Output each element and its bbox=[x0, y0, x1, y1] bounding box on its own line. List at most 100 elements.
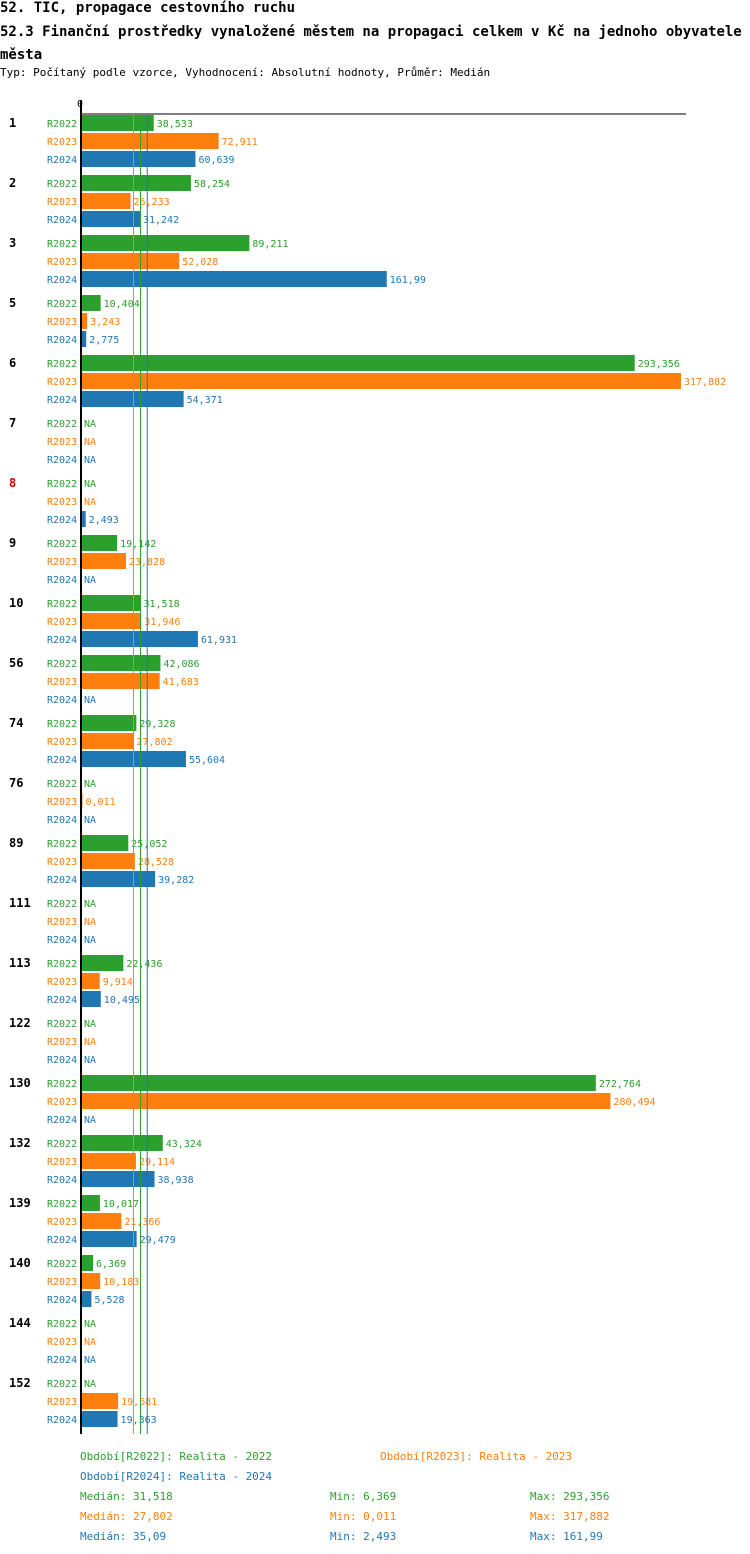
series-label: R2024 bbox=[47, 455, 77, 466]
series-label: R2024 bbox=[47, 875, 77, 886]
value-label: 21,366 bbox=[124, 1217, 160, 1228]
value-label: 89,211 bbox=[252, 239, 288, 250]
stat-r2024-max: Max: 161,99 bbox=[530, 1530, 603, 1543]
value-label: 293,356 bbox=[638, 359, 680, 370]
group-label: 113 bbox=[9, 956, 31, 970]
stat-r2023-median: Medián: 27,802 bbox=[80, 1510, 173, 1523]
bar bbox=[81, 715, 137, 731]
series-label: R2024 bbox=[47, 1235, 77, 1246]
group-label: 111 bbox=[9, 896, 31, 910]
series-label: R2023 bbox=[47, 437, 77, 448]
value-label: 54,371 bbox=[187, 395, 223, 406]
value-label: 31,946 bbox=[144, 617, 180, 628]
bar bbox=[81, 1213, 122, 1229]
series-label: R2022 bbox=[47, 1199, 77, 1210]
series-label: R2024 bbox=[47, 1115, 77, 1126]
chart-subtitle: 52.3 Finanční prostředky vynaložené měst… bbox=[0, 24, 742, 63]
value-label: NA bbox=[84, 779, 96, 790]
value-label: 28,528 bbox=[138, 857, 174, 868]
stat-r2022-median: Medián: 31,518 bbox=[80, 1490, 173, 1503]
bar bbox=[81, 535, 118, 551]
series-label: R2022 bbox=[47, 479, 77, 490]
series-label: R2023 bbox=[47, 557, 77, 568]
value-label: NA bbox=[84, 1055, 96, 1066]
series-label: R2023 bbox=[47, 677, 77, 688]
bar bbox=[81, 115, 154, 131]
series-label: R2023 bbox=[47, 1097, 77, 1108]
group-label: 6 bbox=[9, 356, 16, 370]
bar bbox=[81, 1093, 611, 1109]
series-label: R2022 bbox=[47, 419, 77, 430]
series-label: R2022 bbox=[47, 179, 77, 190]
bar bbox=[81, 835, 129, 851]
series-label: R2023 bbox=[47, 1157, 77, 1168]
series-label: R2022 bbox=[47, 299, 77, 310]
value-label: 60,639 bbox=[198, 155, 234, 166]
value-label: 272,764 bbox=[599, 1079, 641, 1090]
bar bbox=[81, 1393, 119, 1409]
value-label: 38,938 bbox=[157, 1175, 193, 1186]
value-label: NA bbox=[84, 1019, 96, 1030]
value-label: 317,882 bbox=[684, 377, 726, 388]
series-label: R2024 bbox=[47, 575, 77, 586]
bar bbox=[81, 151, 196, 167]
bar bbox=[81, 133, 219, 149]
series-label: R2022 bbox=[47, 359, 77, 370]
series-label: R2024 bbox=[47, 215, 77, 226]
value-label: 29,328 bbox=[139, 719, 175, 730]
series-label: R2023 bbox=[47, 1037, 77, 1048]
value-label: 27,802 bbox=[136, 737, 172, 748]
group-label: 130 bbox=[9, 1076, 31, 1090]
series-label: R2023 bbox=[47, 377, 77, 388]
legend-r2022: Období[R2022]: Realita - 2022 bbox=[80, 1450, 273, 1463]
group-label: 56 bbox=[9, 656, 23, 670]
series-label: R2023 bbox=[47, 617, 77, 628]
group-label: 152 bbox=[9, 1376, 31, 1390]
group-label: 144 bbox=[9, 1316, 31, 1330]
value-label: 26,233 bbox=[134, 197, 170, 208]
bar bbox=[81, 853, 135, 869]
group-label: 3 bbox=[9, 236, 16, 250]
bar bbox=[81, 193, 131, 209]
value-label: 10,495 bbox=[104, 995, 140, 1006]
value-label: NA bbox=[84, 935, 96, 946]
series-label: R2023 bbox=[47, 257, 77, 268]
value-label: NA bbox=[84, 479, 96, 490]
series-label: R2024 bbox=[47, 635, 77, 646]
value-label: 58,254 bbox=[194, 179, 230, 190]
group-label: 1 bbox=[9, 116, 16, 130]
value-label: NA bbox=[84, 1319, 96, 1330]
bar bbox=[81, 1231, 137, 1247]
bar bbox=[81, 1135, 163, 1151]
series-label: R2023 bbox=[47, 1337, 77, 1348]
value-label: NA bbox=[84, 1037, 96, 1048]
series-label: R2023 bbox=[47, 1397, 77, 1408]
group-label: 10 bbox=[9, 596, 23, 610]
group-label: 8 bbox=[9, 476, 16, 490]
bar bbox=[81, 973, 100, 989]
value-label: 2,775 bbox=[89, 335, 119, 346]
bar bbox=[81, 733, 134, 749]
bar bbox=[81, 991, 101, 1007]
bar bbox=[81, 1075, 596, 1091]
value-label: 52,028 bbox=[182, 257, 218, 268]
legend-r2023: Období[R2023]: Realita - 2023 bbox=[380, 1450, 573, 1463]
group-label: 9 bbox=[9, 536, 16, 550]
series-label: R2022 bbox=[47, 659, 77, 670]
series-label: R2022 bbox=[47, 899, 77, 910]
value-label: 43,324 bbox=[166, 1139, 202, 1150]
value-label: 6,369 bbox=[96, 1259, 126, 1270]
series-label: R2023 bbox=[47, 977, 77, 988]
series-label: R2024 bbox=[47, 1055, 77, 1066]
bar bbox=[81, 253, 180, 269]
value-label: 29,479 bbox=[140, 1235, 176, 1246]
series-label: R2022 bbox=[47, 539, 77, 550]
value-label: NA bbox=[84, 1115, 96, 1126]
value-label: 2,493 bbox=[89, 515, 119, 526]
bar bbox=[81, 1171, 155, 1187]
series-label: R2023 bbox=[47, 857, 77, 868]
value-label: NA bbox=[84, 899, 96, 910]
series-label: R2024 bbox=[47, 335, 77, 346]
series-label: R2023 bbox=[47, 917, 77, 928]
value-label: NA bbox=[84, 575, 96, 586]
